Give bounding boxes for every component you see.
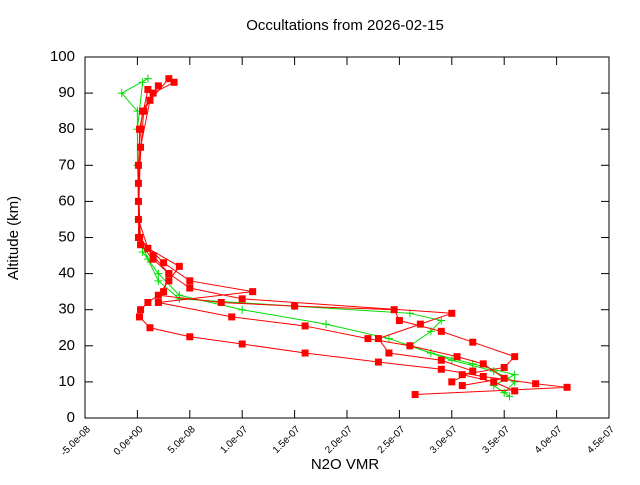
- point: [469, 338, 477, 346]
- point: [143, 74, 152, 83]
- series: [134, 85, 508, 390]
- y-tick-label: 10: [58, 373, 75, 390]
- y-tick-label: 0: [67, 409, 75, 426]
- point: [160, 259, 168, 267]
- point: [217, 298, 225, 306]
- point: [301, 349, 309, 357]
- point: [406, 342, 414, 350]
- point: [117, 89, 126, 98]
- point: [137, 306, 145, 314]
- y-tick-label: 20: [58, 337, 75, 354]
- point: [385, 349, 393, 357]
- point: [170, 78, 178, 86]
- point: [134, 234, 142, 241]
- point: [411, 391, 419, 399]
- point: [144, 85, 152, 93]
- point: [137, 241, 145, 249]
- point: [505, 392, 514, 401]
- point: [563, 383, 571, 391]
- point: [238, 295, 246, 303]
- point: [154, 291, 162, 299]
- point: [532, 380, 540, 388]
- point: [144, 244, 152, 252]
- point: [149, 255, 157, 263]
- point: [374, 335, 382, 343]
- point: [458, 382, 466, 390]
- point: [238, 340, 246, 348]
- y-tick-label: 70: [58, 156, 75, 173]
- point: [154, 276, 163, 285]
- y-tick-label: 30: [58, 301, 75, 318]
- y-tick-label: 50: [58, 228, 75, 245]
- point: [291, 302, 299, 310]
- point: [479, 372, 487, 380]
- point: [510, 377, 519, 386]
- point: [364, 335, 372, 343]
- point: [437, 327, 445, 335]
- point: [154, 298, 162, 306]
- point: [490, 378, 498, 386]
- point: [135, 125, 143, 133]
- point: [511, 353, 519, 361]
- point: [165, 270, 173, 278]
- point: [165, 277, 173, 285]
- point: [448, 378, 456, 386]
- point: [134, 161, 142, 169]
- y-tick-label: 100: [50, 48, 75, 65]
- point: [175, 262, 183, 270]
- y-tick-label: 40: [58, 265, 75, 282]
- point: [238, 305, 247, 314]
- point: [416, 320, 424, 328]
- point: [437, 356, 445, 364]
- point: [469, 367, 477, 375]
- chart-title: Occultations from 2026-02-15: [246, 17, 444, 34]
- point: [149, 252, 157, 260]
- point: [138, 78, 147, 87]
- point: [138, 247, 147, 256]
- point: [135, 313, 143, 321]
- y-axis-label: Altitude (km): [5, 196, 22, 280]
- point: [186, 277, 194, 285]
- y-tick-label: 80: [58, 120, 75, 137]
- y-tick-label: 90: [58, 84, 75, 101]
- point: [249, 288, 257, 296]
- point: [374, 358, 382, 366]
- point: [146, 324, 154, 332]
- point: [500, 374, 508, 382]
- point: [186, 284, 194, 292]
- point: [384, 334, 393, 343]
- point: [165, 75, 173, 83]
- point: [437, 365, 445, 373]
- x-axis-label: N2O VMR: [311, 456, 380, 473]
- point: [458, 371, 466, 379]
- point: [134, 179, 142, 187]
- point: [228, 313, 236, 321]
- point: [137, 143, 145, 151]
- point: [453, 353, 461, 361]
- point: [479, 360, 487, 368]
- point: [511, 387, 519, 395]
- point: [510, 370, 519, 379]
- point: [301, 322, 309, 330]
- point: [395, 317, 403, 325]
- point: [154, 269, 163, 278]
- point: [500, 363, 508, 371]
- point: [149, 89, 157, 97]
- point: [437, 316, 446, 325]
- y-tick-label: 60: [58, 192, 75, 209]
- point: [144, 298, 152, 306]
- point: [448, 309, 456, 317]
- point: [154, 82, 162, 90]
- point: [447, 356, 456, 365]
- point: [160, 288, 168, 296]
- point: [322, 320, 331, 329]
- point: [186, 333, 194, 341]
